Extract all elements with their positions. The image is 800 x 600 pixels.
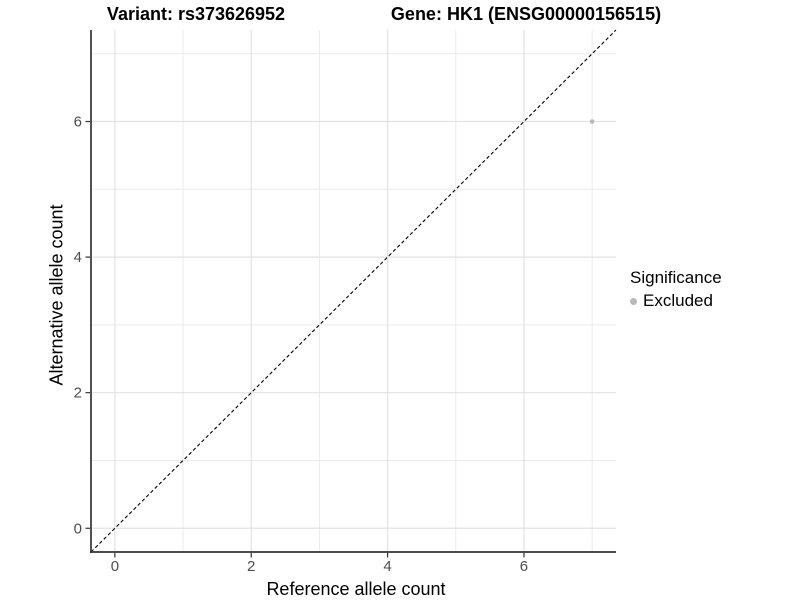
data-point	[589, 119, 595, 124]
x-tick-label: 4	[383, 558, 391, 575]
legend-item-label: Excluded	[643, 291, 713, 310]
y-tick-label: 6	[74, 114, 82, 131]
x-tick-label: 6	[520, 558, 528, 575]
x-axis-title: Reference allele count	[266, 579, 446, 599]
y-tick-label: 4	[74, 249, 82, 266]
legend-title: Significance	[630, 268, 722, 287]
y-tick-label: 0	[74, 520, 82, 537]
variant-title: Variant: rs373626952	[106, 4, 286, 24]
y-tick-label: 2	[74, 385, 82, 402]
legend: Significance Excluded	[630, 267, 722, 311]
identity-dashed-line	[90, 29, 617, 553]
gene-title: Gene: HK1 (ENSG00000156515)	[390, 4, 662, 24]
y-axis-title: Alternative allele count	[46, 204, 67, 386]
x-tick-label: 2	[247, 558, 255, 575]
legend-item-excluded: Excluded	[630, 291, 722, 311]
x-tick-label: 0	[111, 558, 119, 575]
excluded-marker-icon	[630, 297, 637, 305]
